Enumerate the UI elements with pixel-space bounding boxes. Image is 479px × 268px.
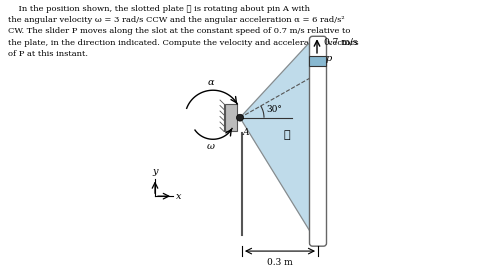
Text: 0.7 m/s: 0.7 m/s: [324, 38, 357, 47]
Text: of P at this instant.: of P at this instant.: [8, 50, 88, 58]
Text: In the position shown, the slotted plate ℬ is rotating about pin A with: In the position shown, the slotted plate…: [8, 5, 310, 13]
Circle shape: [237, 114, 243, 121]
Text: α: α: [208, 78, 214, 87]
Text: p: p: [326, 54, 332, 63]
Polygon shape: [240, 39, 312, 235]
Text: CW. The slider P moves along the slot at the constant speed of 0.7 m/s relative : CW. The slider P moves along the slot at…: [8, 27, 350, 35]
Text: A: A: [243, 128, 250, 136]
Text: ω: ω: [207, 142, 215, 151]
Text: 30°: 30°: [266, 105, 282, 114]
FancyBboxPatch shape: [309, 36, 327, 246]
Text: y: y: [152, 166, 158, 176]
Text: the angular velocity ω = 3 rad/s CCW and the angular acceleration α = 6 rad/s²: the angular velocity ω = 3 rad/s CCW and…: [8, 16, 344, 24]
Text: 0.3 m: 0.3 m: [267, 258, 293, 267]
Text: ℬ: ℬ: [284, 130, 290, 140]
Text: x: x: [176, 192, 182, 201]
Text: the plate, in the direction indicated. Compute the velocity and acceleration vec: the plate, in the direction indicated. C…: [8, 39, 359, 47]
Bar: [225, 104, 237, 131]
Bar: [309, 56, 327, 66]
